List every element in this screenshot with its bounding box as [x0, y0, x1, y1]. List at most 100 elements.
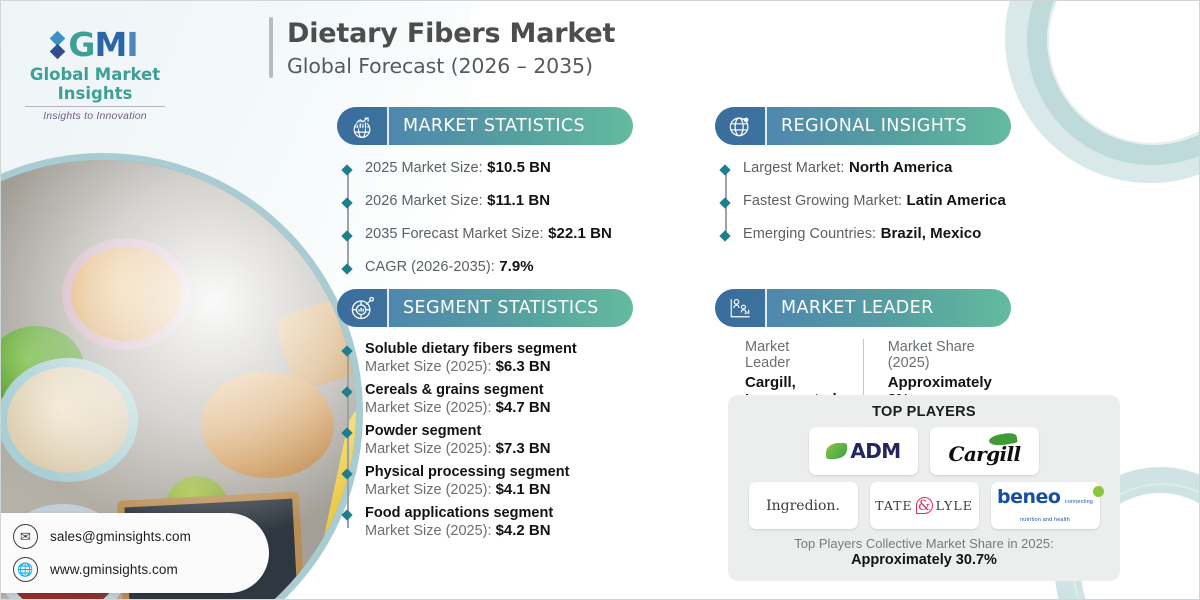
market-statistics-title: MARKET STATISTICS: [403, 116, 586, 136]
decor-ring-top-right-outer: [1005, 1, 1199, 183]
segment-size: Market Size (2025): $4.7 BN: [365, 399, 633, 416]
beneo-dot-icon: [1092, 485, 1104, 497]
section-regional-insights: REGIONAL INSIGHTS Largest Market: North …: [715, 107, 1011, 243]
logo-letter-i: I: [126, 25, 138, 64]
segment-name: Powder segment: [365, 423, 482, 439]
segment-size-value: $6.3 BN: [495, 358, 551, 375]
tate-logo-text-left: TATE: [875, 498, 913, 513]
list-item: Powder segment Market Size (2025): $7.3 …: [365, 423, 633, 457]
segment-size-label: Market Size (2025):: [365, 482, 496, 498]
adm-logo: ADM: [826, 439, 901, 463]
page-title-block: Dietary Fibers Market Global Forecast (2…: [269, 17, 615, 78]
top-players-panel: TOP PLAYERS ADM Cargill Ingredion.: [728, 395, 1120, 581]
market-leader-label: Market Leader: [745, 339, 791, 371]
tate-logo-text-right: LYLE: [935, 498, 973, 513]
list-item: Fastest Growing Market: Latin America: [743, 192, 1011, 210]
gmi-logo: GMI Global Market Insights Insights to I…: [15, 25, 175, 122]
region-label: Largest Market:: [743, 160, 845, 176]
player-logo-beneo[interactable]: beneo connecting nutrition and health: [990, 482, 1104, 529]
segment-name: Food applications segment: [365, 505, 554, 521]
section-segment-statistics: SEGMENT STATISTICS Soluble dietary fiber…: [337, 289, 633, 546]
top-players-footer: Top Players Collective Market Share in 2…: [794, 536, 1053, 568]
beneo-logo: beneo connecting nutrition and health: [991, 485, 1104, 526]
list-item: Food applications segment Market Size (2…: [365, 505, 633, 539]
list-item: Cereals & grains segment Market Size (20…: [365, 382, 633, 416]
region-label: Emerging Countries:: [743, 226, 877, 242]
tate-ampersand-icon: &: [915, 497, 933, 514]
region-label: Fastest Growing Market:: [743, 193, 903, 209]
donut-chart-icon: [337, 289, 389, 327]
page-subtitle: Global Forecast (2026 – 2035): [287, 53, 593, 78]
photo-scene: FiBER: [1, 160, 356, 599]
collective-share-value: Approximately 30.7%: [851, 552, 997, 568]
market-leader-title: MARKET LEADER: [781, 298, 934, 318]
stat-value: $10.5 BN: [487, 159, 551, 176]
segment-size-label: Market Size (2025):: [365, 359, 496, 375]
player-logo-ingredion[interactable]: Ingredion.: [748, 482, 858, 529]
segment-size-label: Market Size (2025):: [365, 441, 496, 457]
contact-panel: ✉ sales@gminsights.com 🌐 www.gminsights.…: [1, 513, 269, 593]
segment-size: Market Size (2025): $6.3 BN: [365, 358, 633, 375]
segment-size-label: Market Size (2025):: [365, 400, 496, 416]
player-logo-cargill[interactable]: Cargill: [930, 427, 1039, 475]
segment-size: Market Size (2025): $7.3 BN: [365, 440, 633, 457]
list-item: Physical processing segment Market Size …: [365, 464, 633, 498]
regional-insights-title: REGIONAL INSIGHTS: [781, 116, 967, 136]
list-item: Emerging Countries: Brazil, Mexico: [743, 225, 1011, 243]
logo-letter-m: M: [94, 25, 127, 64]
segment-name: Physical processing segment: [365, 464, 570, 480]
logo-company-name: Global Market Insights: [29, 65, 161, 103]
stat-label: 2026 Market Size:: [365, 193, 483, 209]
beneo-logo-text: beneo: [997, 485, 1061, 508]
segment-size-value: $7.3 BN: [495, 440, 551, 457]
list-item: 2025 Market Size: $10.5 BN: [365, 159, 633, 177]
player-logo-adm[interactable]: ADM: [809, 427, 918, 475]
fiber-food-photo: FiBER: [1, 153, 363, 599]
segment-statistics-list: Soluble dietary fibers segment Market Si…: [337, 341, 633, 539]
logo-tagline: Insights to Innovation: [43, 110, 147, 122]
player-logo-tate-lyle[interactable]: TATE & LYLE: [869, 482, 979, 529]
section-market-leader: MARKET LEADER Market Leader Cargill, Inc…: [715, 289, 1011, 408]
regional-insights-list: Largest Market: North America Fastest Gr…: [715, 159, 1011, 243]
segment-size: Market Size (2025): $4.1 BN: [365, 481, 633, 498]
segment-size-value: $4.1 BN: [495, 481, 551, 498]
top-players-title: TOP PLAYERS: [872, 404, 976, 420]
stat-label: 2035 Forecast Market Size:: [365, 226, 544, 242]
segment-statistics-header: SEGMENT STATISTICS: [337, 289, 633, 327]
page-title: Dietary Fibers Market: [287, 18, 616, 49]
stat-value: 7.9%: [499, 258, 534, 275]
market-leader-share: Market Share (2025) Approximately 8%: [862, 339, 1018, 408]
beneo-logo-text-end: o: [1047, 485, 1061, 508]
market-statistics-header: MARKET STATISTICS: [337, 107, 633, 145]
top-players-row-two: Ingredion. TATE & LYLE beneo connecting …: [748, 482, 1104, 529]
cargill-logo: Cargill: [949, 431, 1021, 466]
stat-value: $11.1 BN: [487, 192, 551, 209]
envelope-icon: ✉: [13, 524, 38, 549]
segment-name: Cereals & grains segment: [365, 382, 544, 398]
segment-size-label: Market Size (2025):: [365, 523, 496, 539]
beneo-logo-tagline: connecting nutrition and health: [1020, 498, 1093, 523]
top-players-row-one: ADM Cargill: [809, 427, 1039, 475]
region-value: Brazil, Mexico: [880, 225, 982, 242]
stat-label: CAGR (2026-2035):: [365, 259, 495, 275]
stat-value: $22.1 BN: [548, 225, 612, 242]
list-item: 2026 Market Size: $11.1 BN: [365, 192, 633, 210]
segment-size-value: $4.2 BN: [495, 522, 551, 539]
ingredion-logo-text: Ingredion.: [766, 497, 840, 514]
segment-size-value: $4.7 BN: [495, 399, 551, 416]
segment-statistics-title: SEGMENT STATISTICS: [403, 298, 599, 318]
segment-size: Market Size (2025): $4.2 BN: [365, 522, 633, 539]
collective-share-label: Top Players Collective Market Share in 2…: [794, 536, 1054, 551]
globe-icon: 🌐: [13, 557, 38, 582]
contact-website-row[interactable]: 🌐 www.gminsights.com: [13, 557, 269, 582]
stat-label: 2025 Market Size:: [365, 160, 483, 176]
region-value: North America: [848, 159, 953, 176]
logo-mark: GMI: [15, 25, 175, 64]
list-item: 2035 Forecast Market Size: $22.1 BN: [365, 225, 633, 243]
ingredion-logo: Ingredion.: [766, 498, 840, 514]
tate-lyle-logo: TATE & LYLE: [875, 497, 973, 514]
contact-email-row[interactable]: ✉ sales@gminsights.com: [13, 524, 269, 549]
market-leader-header: MARKET LEADER: [715, 289, 1011, 327]
logo-divider: [25, 106, 165, 107]
